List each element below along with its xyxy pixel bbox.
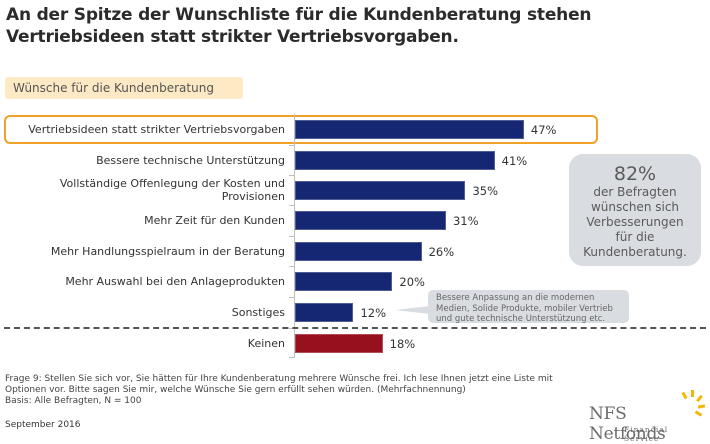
logo-sun-icon <box>681 391 688 400</box>
axis-tick <box>289 236 294 237</box>
category-label: Mehr Handlungsspielraum in der Beratung <box>15 245 285 258</box>
bar <box>295 151 495 170</box>
highlight-frame <box>4 115 598 144</box>
footnote-line: Frage 9: Stellen Sie sich vor, Sie hätte… <box>5 374 553 384</box>
category-label-line: Mehr Handlungsspielraum in der Beratung <box>50 244 285 258</box>
category-label: Vertriebsideen statt strikter Vertriebsv… <box>15 123 285 136</box>
callout-line: wünschen sich <box>590 200 680 214</box>
value-label: 18% <box>389 337 416 351</box>
question-footnote: Frage 9: Stellen Sie sich vor, Sie hätte… <box>5 374 565 407</box>
category-axis <box>294 114 295 358</box>
value-label: 20% <box>399 275 425 289</box>
value-label: 47% <box>530 123 557 137</box>
note-line: Medien, Solide Produkte, mobiler Vertrie… <box>436 303 613 314</box>
category-label: Keinen <box>15 337 285 350</box>
note-line: und gute technische Unterstützung etc. <box>436 314 606 324</box>
bar <box>295 120 524 139</box>
axis-tick <box>289 357 294 358</box>
axis-tick <box>289 205 294 206</box>
category-label-line: Keinen <box>247 336 285 350</box>
bar <box>295 181 466 200</box>
summary-callout: 82% der Befragten wünschen sich Verbesse… <box>569 154 701 266</box>
callout-line: der Befragten <box>593 185 677 199</box>
value-label: 35% <box>472 184 498 198</box>
category-label-line: Bessere technische Unterstützung <box>96 153 285 167</box>
category-label: Sonstiges <box>15 306 285 319</box>
category-label: Mehr Auswahl bei den Anlageprodukten <box>15 275 285 288</box>
callout-line: für die <box>615 230 655 244</box>
callout-line: Verbesserungen <box>586 215 684 229</box>
axis-tick <box>289 297 294 298</box>
axis-tick <box>289 266 294 267</box>
callout-value: 82% <box>613 163 657 185</box>
footnote-line: Basis: Alle Befragten, N = 100 <box>5 396 142 406</box>
footnote-line: Optionen vor. Bitte sagen Sie mir, welch… <box>5 385 466 395</box>
netfonds-logo: NFS Netfonds Financial Service <box>587 390 706 444</box>
bar <box>295 211 446 230</box>
page-title: An der Spitze der Wunschliste für die Ku… <box>6 5 592 47</box>
logo-tagline: Financial Service <box>624 425 669 443</box>
logo-name: NFS Netfonds <box>589 404 666 444</box>
category-label-line: Mehr Auswahl bei den Anlageprodukten <box>65 274 285 288</box>
category-label-line: Vollständige Offenlegung der Kosten und <box>59 177 285 190</box>
bar <box>295 242 422 261</box>
logo-sun-icon <box>691 390 694 397</box>
bar <box>295 272 393 291</box>
category-label-line: Mehr Zeit für den Kunden <box>144 213 285 227</box>
value-label: 41% <box>501 154 528 168</box>
value-label: 31% <box>452 214 479 228</box>
axis-tick <box>289 175 294 176</box>
survey-date: September 2016 <box>5 420 81 430</box>
category-label-line: Vertriebsideen statt strikter Vertriebsv… <box>28 122 285 136</box>
chart-subtitle: Wünsche für die Kundenberatung <box>5 77 243 99</box>
value-label: 12% <box>360 306 386 320</box>
category-label-line: Sonstiges <box>231 305 285 319</box>
bar <box>295 303 354 322</box>
separator-line <box>4 327 706 329</box>
bar <box>295 334 383 353</box>
axis-tick <box>289 145 294 146</box>
category-label: Mehr Zeit für den Kunden <box>15 214 285 227</box>
sonstiges-note: Bessere Anpassung an die modernen Medien… <box>428 290 629 324</box>
note-pointer <box>395 306 430 314</box>
note-line: Bessere Anpassung an die modernen <box>436 293 595 303</box>
category-label: Bessere technische Unterstützung <box>15 154 285 167</box>
category-label-line: Provisionen <box>221 190 285 203</box>
logo-sun-icon <box>696 394 703 403</box>
category-label: Vollständige Offenlegung der Kosten und P… <box>15 177 285 203</box>
value-label: 26% <box>428 245 455 259</box>
callout-line: Kundenberatung. <box>583 245 687 259</box>
